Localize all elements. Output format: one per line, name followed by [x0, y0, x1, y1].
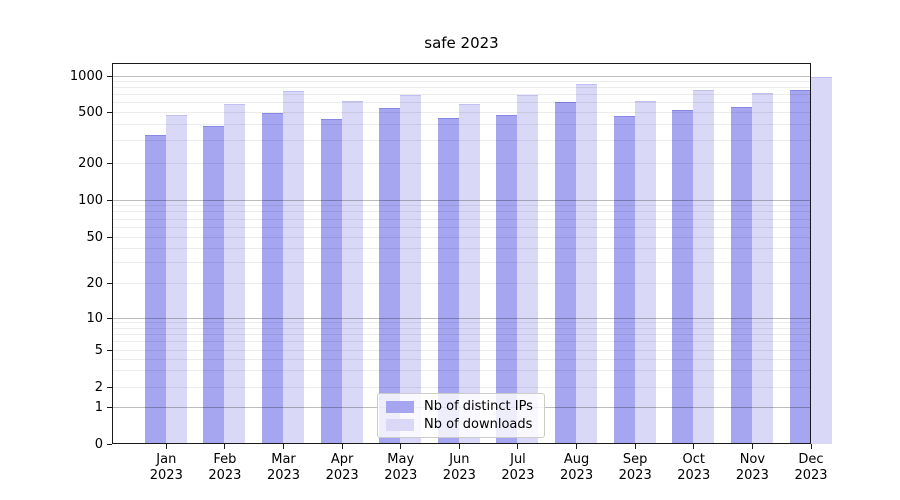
y-tick-label: 1000: [69, 68, 103, 84]
y-tick-label: 20: [86, 275, 103, 291]
x-tick-label: Apr 2023: [325, 452, 359, 483]
x-tick-label: Jul 2023: [501, 452, 535, 483]
legend-swatch-ips: [386, 400, 414, 413]
x-tick-mark: [165, 444, 167, 449]
x-tick-mark: [810, 444, 812, 449]
chart-title: safe 2023: [424, 34, 499, 52]
x-tick-label: Sep 2023: [618, 452, 652, 483]
y-tick-label: 100: [78, 192, 103, 208]
x-tick-mark: [576, 444, 578, 449]
y-tick-label: 200: [78, 155, 103, 171]
x-tick-label: Nov 2023: [735, 452, 769, 483]
x-tick-mark: [458, 444, 460, 449]
bar-downloads-12: [810, 77, 832, 444]
legend-label: Nb of downloads: [424, 417, 533, 432]
legend-item: Nb of distinct IPs: [386, 399, 536, 414]
y-tick-label: 1: [94, 399, 103, 415]
y-tick-label: 0: [94, 436, 103, 452]
x-tick-mark: [693, 444, 695, 449]
x-tick-mark: [517, 444, 519, 449]
x-tick-label: Feb 2023: [208, 452, 242, 483]
legend-swatch-downloads: [386, 418, 414, 431]
legend: Nb of distinct IPs Nb of downloads: [377, 393, 545, 438]
x-tick-label: Oct 2023: [677, 452, 711, 483]
x-tick-mark: [224, 444, 226, 449]
y-tick-label: 500: [78, 104, 103, 120]
x-tick-mark: [283, 444, 285, 449]
legend-item: Nb of downloads: [386, 417, 536, 432]
x-tick-mark: [400, 444, 402, 449]
y-tick-label: 50: [86, 229, 103, 245]
x-tick-label: Dec 2023: [794, 452, 828, 483]
plot-frame: [112, 63, 811, 444]
x-tick-mark: [751, 444, 753, 449]
x-tick-label: May 2023: [384, 452, 418, 483]
x-tick-label: Aug 2023: [560, 452, 594, 483]
legend-label: Nb of distinct IPs: [424, 399, 533, 414]
y-tick-label: 5: [94, 342, 103, 358]
y-tick-label: 10: [86, 310, 103, 326]
x-tick-label: Jun 2023: [442, 452, 476, 483]
x-tick-label: Jan 2023: [149, 452, 183, 483]
x-tick-mark: [634, 444, 636, 449]
x-tick-label: Mar 2023: [266, 452, 301, 483]
x-tick-mark: [341, 444, 343, 449]
y-tick-label: 2: [94, 379, 103, 395]
